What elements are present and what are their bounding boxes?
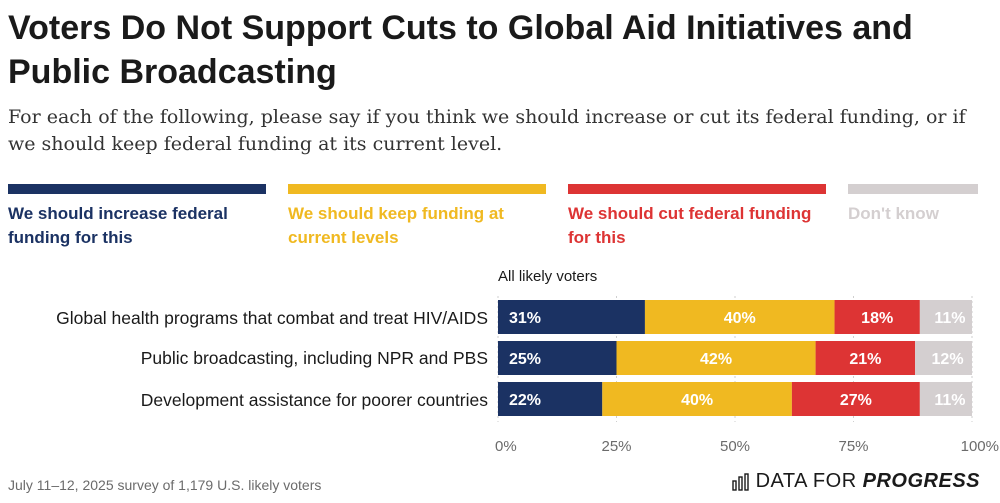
legend-label-cut: We should cut federal funding for this	[568, 204, 812, 247]
x-tick-label-75: 75%	[838, 438, 868, 455]
legend-swatch-increase	[8, 184, 266, 194]
x-tick-label-25: 25%	[601, 438, 631, 455]
bar-row3-cut	[791, 382, 920, 416]
legend-item-keep: We should keep funding at current levels	[288, 184, 546, 250]
bar-row1-increase	[498, 300, 645, 334]
x-tick-label-50: 50%	[720, 438, 750, 455]
chart-title: Voters Do Not Support Cuts to Global Aid…	[8, 9, 913, 91]
bar-row1-cut	[834, 300, 920, 334]
value-label-row1-cut: 18%	[861, 310, 893, 327]
bar-row2-increase	[498, 341, 617, 375]
legend-swatch-cut	[568, 184, 826, 194]
bar-chart-icon	[731, 472, 749, 491]
row-label-development-assistance: Development assistance for poorer countr…	[140, 390, 488, 410]
x-tick-label-0: 0%	[495, 438, 517, 455]
value-label-row3-dont-know: 11%	[934, 392, 965, 409]
value-label-row1-dont-know: 11%	[934, 310, 965, 327]
value-label-row1-keep: 40%	[724, 310, 756, 327]
value-label-row3-cut: 27%	[840, 392, 872, 409]
value-label-row2-increase: 25%	[509, 351, 541, 368]
bar-row1-dont-know	[919, 300, 972, 334]
legend-swatch-dont-know	[848, 184, 978, 194]
legend-label-dont-know: Don't know	[848, 204, 939, 223]
legend-swatch-keep	[288, 184, 546, 194]
bar-row2-keep	[616, 341, 816, 375]
chart-subtitle: For each of the following, please say if…	[8, 106, 966, 155]
value-label-row2-cut: 21%	[849, 351, 881, 368]
legend-item-cut: We should cut federal funding for this	[568, 184, 826, 250]
value-label-row3-increase: 22%	[509, 392, 541, 409]
value-label-row2-dont-know: 12%	[932, 351, 964, 368]
legend-item-dont-know: Don't know	[848, 184, 978, 226]
row-label-hiv-aids: Global health programs that combat and t…	[56, 308, 488, 328]
value-label-row3-keep: 40%	[681, 392, 713, 409]
x-tick-label-100: 100%	[961, 438, 999, 455]
bar-row3-dont-know	[919, 382, 972, 416]
bar-row2-cut	[815, 341, 916, 375]
value-label-row1-increase: 31%	[509, 310, 541, 327]
legend-label-keep: We should keep funding at current levels	[288, 204, 504, 247]
bar-row2-dont-know	[915, 341, 972, 375]
footer-source: July 11–12, 2025 survey of 1,179 U.S. li…	[8, 477, 322, 493]
brand-main: DATA FOR	[755, 470, 857, 492]
legend-item-increase: We should increase federal funding for t…	[8, 184, 266, 250]
brand-strong: PROGRESS	[862, 470, 980, 492]
row-label-public-broadcasting: Public broadcasting, including NPR and P…	[140, 348, 488, 368]
brand-logo: DATA FOR PROGRESS	[731, 470, 980, 493]
bar-row1-keep	[644, 300, 835, 334]
value-label-row2-keep: 42%	[700, 351, 732, 368]
group-label: All likely voters	[498, 268, 598, 285]
bar-row3-increase	[498, 382, 603, 416]
bar-row3-keep	[602, 382, 792, 416]
legend-label-increase: We should increase federal funding for t…	[8, 204, 228, 247]
